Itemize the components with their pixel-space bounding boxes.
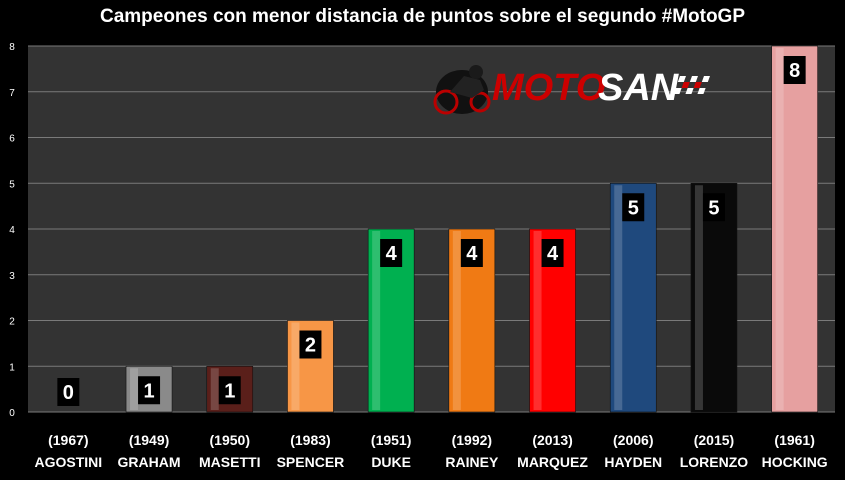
data-label: 1 — [143, 380, 154, 402]
bar — [690, 182, 738, 413]
category-name-label: RAINEY — [445, 454, 499, 470]
logo-text-moto: MOTO — [492, 67, 605, 109]
data-label: 0 — [63, 382, 74, 404]
category-name-label: LORENZO — [680, 454, 749, 470]
bar-highlight — [130, 368, 139, 410]
data-label-box — [57, 378, 80, 406]
category-name-label: DUKE — [371, 454, 411, 470]
data-label: 5 — [708, 197, 719, 219]
category-year-label: (1950) — [210, 432, 250, 448]
data-label: 4 — [386, 243, 398, 265]
category-name-label: GRAHAM — [118, 454, 181, 470]
y-tick-label: 7 — [9, 88, 15, 99]
y-axis-ticks: 0 1 2 3 4 5 6 7 8 — [9, 42, 15, 419]
category-name-label: SPENCER — [277, 454, 345, 470]
data-label: 1 — [224, 380, 235, 402]
y-tick-label: 3 — [9, 271, 15, 282]
data-label-box — [138, 376, 161, 405]
y-tick-label: 4 — [9, 225, 15, 236]
bar-highlight — [452, 231, 461, 410]
bar-highlight — [533, 231, 542, 410]
data-label-box — [783, 56, 806, 84]
category-name-label: AGOSTINI — [35, 454, 103, 470]
category-name-label: MARQUEZ — [517, 454, 588, 470]
category-year-label: (1992) — [452, 432, 492, 448]
bar-highlight — [775, 48, 784, 410]
bar-highlight — [372, 231, 381, 410]
data-label-box — [702, 193, 725, 222]
bar-highlight — [210, 368, 219, 410]
category-year-label: (1949) — [129, 432, 169, 448]
bar-highlight — [614, 185, 623, 410]
data-label-box — [299, 330, 322, 359]
data-label: 8 — [789, 60, 800, 82]
y-tick-label: 1 — [9, 362, 15, 373]
x-axis-labels: (1967) AGOSTINI (1949) GRAHAM (1950) MASETTI (… — [35, 432, 828, 470]
category-name-label: MASETTI — [199, 454, 260, 470]
y-tick-label: 8 — [9, 42, 15, 53]
category-name-label: HOCKING — [762, 454, 828, 470]
category-year-label: (1951) — [371, 432, 411, 448]
data-label-box — [541, 239, 564, 267]
category-name-label: HAYDEN — [604, 454, 662, 470]
y-tick-label: 0 — [9, 408, 15, 419]
data-label: 4 — [466, 243, 478, 265]
data-label-box — [218, 376, 241, 405]
category-year-label: (1967) — [48, 432, 88, 448]
y-tick-label: 2 — [9, 317, 15, 328]
data-label-box — [622, 193, 645, 222]
category-year-label: (1961) — [774, 432, 814, 448]
motorcycle-rider-icon — [433, 65, 491, 115]
data-label-box — [460, 239, 483, 267]
y-tick-label: 6 — [9, 134, 15, 145]
bar-highlight — [694, 185, 703, 410]
bar-highlight — [291, 322, 300, 410]
category-year-label: (1983) — [290, 432, 330, 448]
data-label-box — [380, 239, 403, 267]
y-tick-label: 5 — [9, 179, 15, 190]
checkered-flag-icon — [673, 76, 710, 94]
data-label: 2 — [305, 335, 316, 357]
category-year-label: (2015) — [694, 432, 734, 448]
bars: 0 1 1 2 4 4 4 5 5 8 — [57, 45, 818, 413]
bar — [609, 182, 657, 413]
category-year-label: (2013) — [532, 432, 572, 448]
bar — [771, 45, 818, 413]
chart-title: Campeones con menor distancia de puntos … — [99, 6, 746, 27]
data-label: 4 — [547, 243, 559, 265]
category-year-label: (2006) — [613, 432, 653, 448]
data-label: 5 — [628, 197, 639, 219]
motosan-logo: MOTO SAN — [433, 65, 710, 115]
logo-text-san: SAN — [598, 67, 680, 109]
